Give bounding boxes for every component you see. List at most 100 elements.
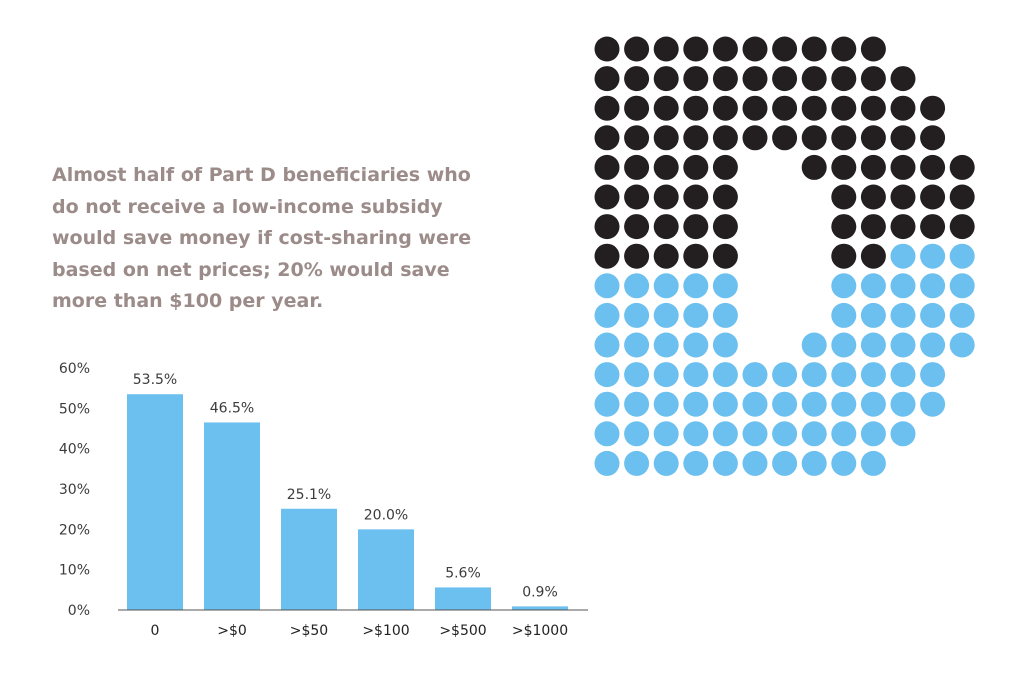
dark-dot — [683, 36, 709, 62]
bar — [127, 394, 183, 610]
dark-dot — [624, 125, 650, 151]
y-tick-label: 30% — [59, 482, 90, 498]
dark-dot — [653, 36, 679, 62]
dark-dot — [624, 95, 650, 121]
data-label: 20.0% — [364, 507, 408, 523]
y-tick-label: 10% — [59, 563, 90, 579]
blue-dot — [949, 273, 975, 299]
savings-bar-chart: 0% 10% 20% 30% 40% 50% 60% 53.5% 0 46.5% >$0 25.1% >… — [59, 361, 588, 639]
blue-dot — [653, 332, 679, 358]
dark-dot — [653, 125, 679, 151]
blue-dot — [831, 450, 857, 476]
blue-dot — [683, 391, 709, 417]
dark-dot — [594, 243, 620, 269]
dark-dot — [712, 243, 738, 269]
blue-dot — [742, 421, 768, 447]
blue-dot — [594, 450, 620, 476]
dark-dot — [890, 125, 916, 151]
blue-dot — [683, 450, 709, 476]
blue-dot — [920, 302, 946, 328]
data-label: 25.1% — [287, 487, 331, 503]
dark-dot — [860, 36, 886, 62]
dark-dot — [860, 125, 886, 151]
dark-dot — [594, 214, 620, 240]
dark-dot — [683, 184, 709, 210]
bar — [358, 529, 414, 610]
dark-dot — [831, 36, 857, 62]
dark-dot — [801, 154, 827, 180]
dark-dot — [772, 95, 798, 121]
blue-dot — [860, 273, 886, 299]
dark-dot — [890, 66, 916, 92]
blue-dot — [860, 332, 886, 358]
blue-dot — [920, 273, 946, 299]
dark-dot — [949, 154, 975, 180]
dark-dot — [653, 154, 679, 180]
blue-dot — [890, 243, 916, 269]
dark-dot — [594, 95, 620, 121]
blue-dot — [860, 450, 886, 476]
dark-dot — [772, 36, 798, 62]
dark-dot — [860, 214, 886, 240]
blue-dot — [949, 332, 975, 358]
blue-dot — [890, 332, 916, 358]
bar — [512, 606, 568, 610]
blue-dot — [712, 302, 738, 328]
blue-dot — [949, 243, 975, 269]
dark-dot — [712, 154, 738, 180]
dark-dot — [624, 184, 650, 210]
data-label: 5.6% — [445, 565, 481, 581]
dark-dot — [860, 243, 886, 269]
dark-dot — [712, 184, 738, 210]
blue-dot — [624, 302, 650, 328]
x-tick-label: >$1000 — [512, 623, 568, 639]
dark-dot — [949, 184, 975, 210]
dark-dot — [594, 154, 620, 180]
blue-dot — [594, 391, 620, 417]
dark-dot — [920, 125, 946, 151]
dark-dot — [920, 154, 946, 180]
dark-dot — [949, 214, 975, 240]
blue-dot — [949, 302, 975, 328]
blue-dot — [742, 450, 768, 476]
x-tick-label: >$50 — [290, 623, 328, 639]
dark-dot — [831, 66, 857, 92]
blue-dot — [890, 302, 916, 328]
dark-dot — [890, 154, 916, 180]
dark-dot — [860, 154, 886, 180]
blue-dot — [712, 332, 738, 358]
blue-dot — [920, 332, 946, 358]
bar — [435, 587, 491, 610]
dark-dot — [831, 154, 857, 180]
blue-dot — [890, 391, 916, 417]
dark-dot — [624, 154, 650, 180]
dark-dot — [712, 125, 738, 151]
y-tick-label: 50% — [59, 401, 90, 417]
dark-dot — [742, 66, 768, 92]
blue-dot — [772, 362, 798, 388]
blue-dot — [860, 391, 886, 417]
blue-dot — [890, 273, 916, 299]
dark-dot — [801, 66, 827, 92]
blue-dot — [624, 450, 650, 476]
dark-dot — [890, 95, 916, 121]
blue-dot — [831, 362, 857, 388]
dark-dot — [653, 184, 679, 210]
headline: Almost half of Part D beneficiaries who … — [52, 164, 472, 312]
blue-dot — [624, 332, 650, 358]
dark-dot — [683, 243, 709, 269]
blue-dot — [712, 362, 738, 388]
dark-dot — [801, 95, 827, 121]
dark-dot — [683, 214, 709, 240]
data-label: 46.5% — [210, 400, 254, 416]
dark-dot — [920, 95, 946, 121]
blue-dot — [772, 450, 798, 476]
x-tick-label: >$500 — [439, 623, 486, 639]
dark-dot — [860, 95, 886, 121]
blue-dot — [831, 391, 857, 417]
blue-dot — [594, 421, 620, 447]
dark-dot — [801, 36, 827, 62]
dark-dot — [653, 95, 679, 121]
bar — [204, 422, 260, 610]
dark-dot — [683, 125, 709, 151]
